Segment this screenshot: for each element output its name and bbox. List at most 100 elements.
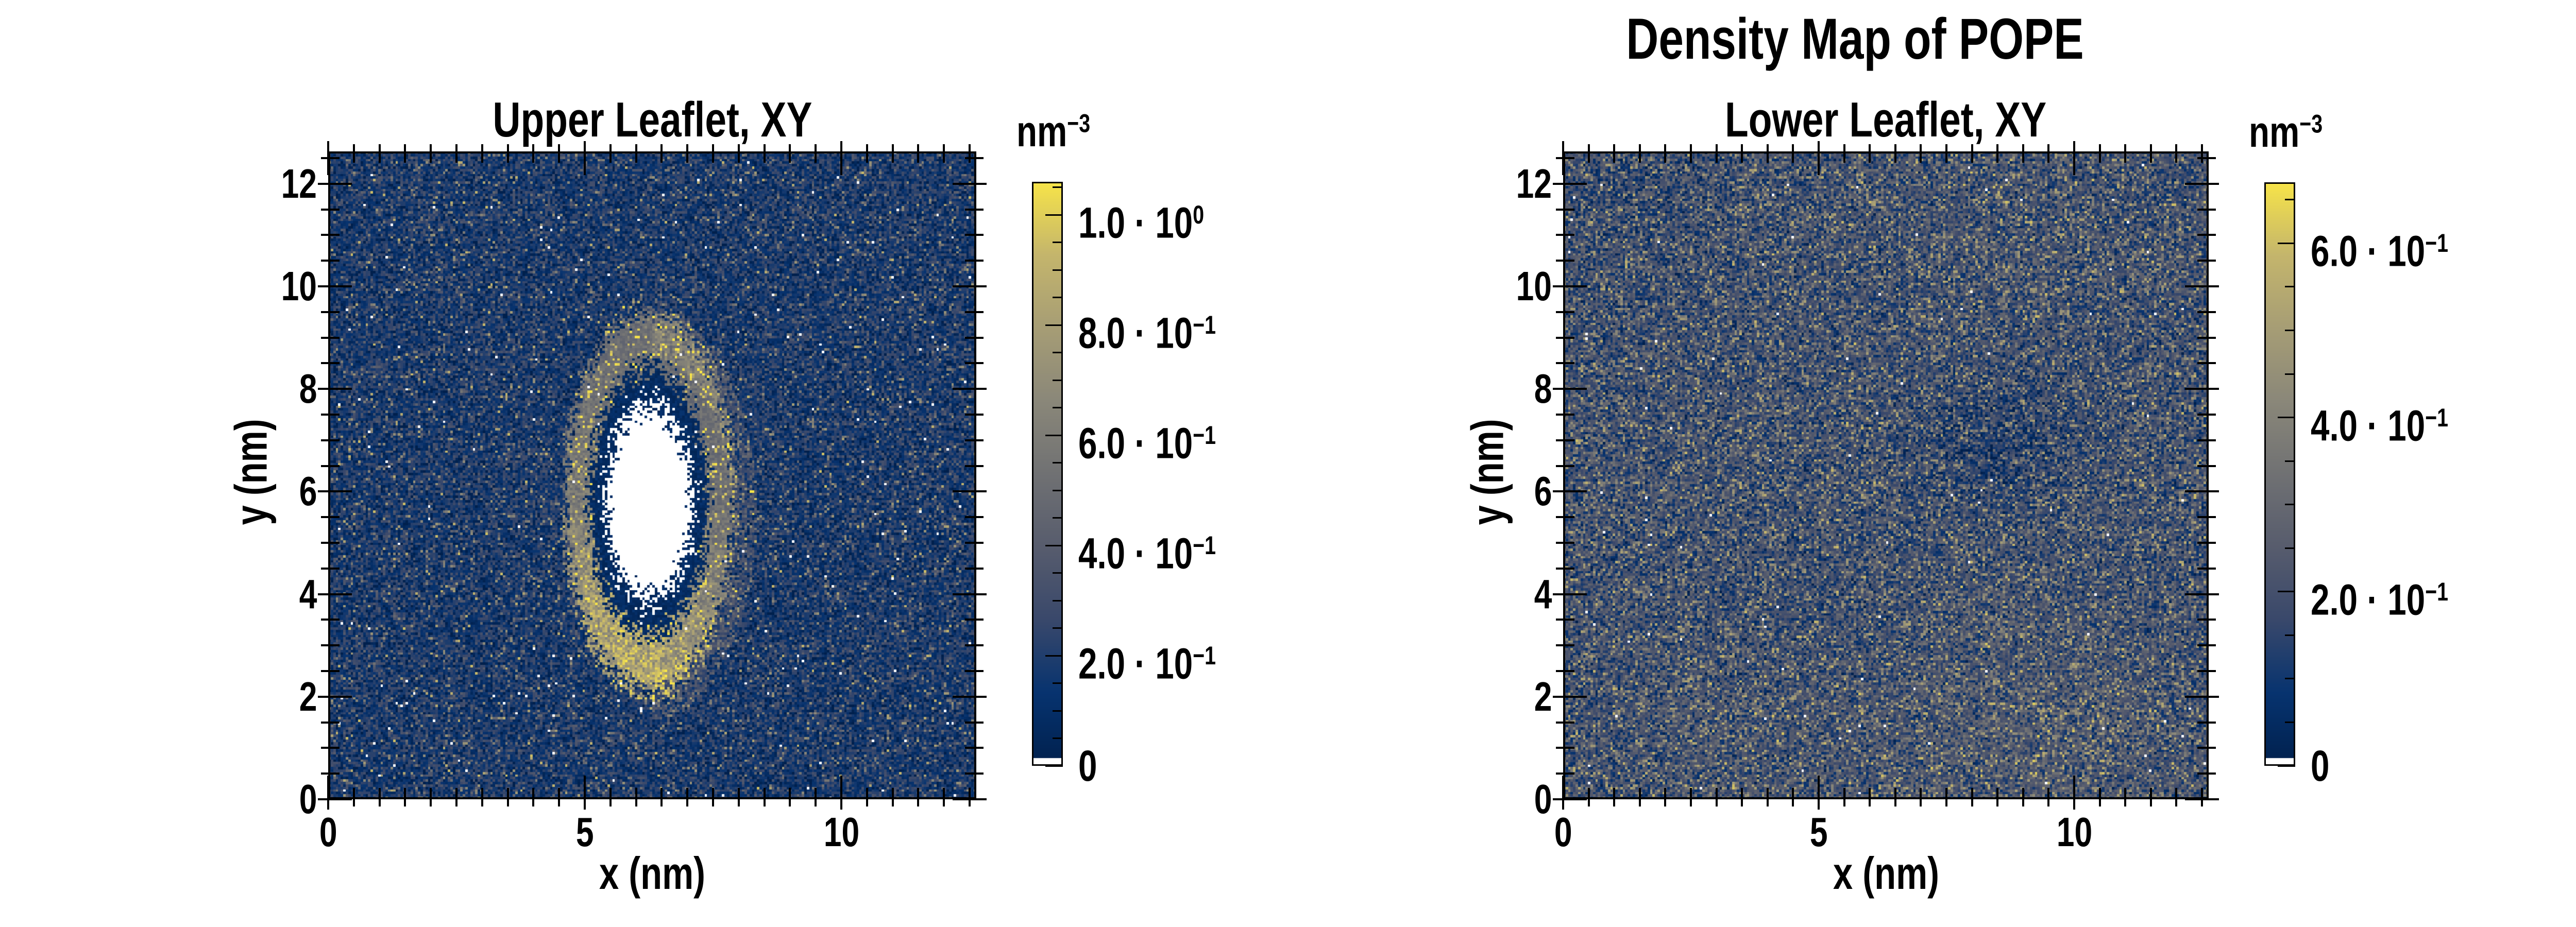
axis-tick (2185, 183, 2219, 185)
x-axis-label-upper-leaflet-text: x (nm) (599, 848, 705, 899)
colorbar-tick (2285, 678, 2295, 679)
axis-tick (2197, 362, 2216, 364)
colorbar-unit-upper-leaflet: nm−3 (1016, 110, 1111, 153)
axis-tick (2197, 157, 2216, 159)
axis-tick (2185, 388, 2219, 390)
axis-tick (1556, 516, 1574, 518)
colorbar-tick-label-base: 2.0 · 10 (2311, 575, 2426, 624)
figure-suptitle-text: Density Map of POPE (1625, 7, 2084, 71)
colorbar-tick (1053, 462, 1063, 464)
colorbar-tick-label: 4.0 · 10−1 (1078, 524, 1255, 575)
y-tick-label: 8 (1428, 368, 1552, 409)
axis-tick (1945, 788, 1947, 806)
colorbar-tick (2285, 373, 2295, 375)
axis-tick (1556, 670, 1574, 672)
y-tick-label-text: 10 (1516, 263, 1552, 309)
axis-tick (2197, 414, 2216, 416)
axis-tick (1894, 788, 1896, 806)
axis-tick (2197, 722, 2216, 724)
axis-tick (1792, 788, 1794, 806)
axis-tick (1556, 747, 1574, 749)
axis-tick (965, 670, 984, 672)
axis-tick (1613, 788, 1615, 806)
axis-tick (2185, 798, 2219, 800)
colorbar-tick-label: 6.0 · 10−1 (2311, 221, 2487, 273)
colorbar-tick-label: 2.0 · 10−1 (2311, 570, 2487, 622)
colorbar-tick (2285, 460, 2295, 462)
axis-tick (1556, 362, 1574, 364)
colorbar-tick (1053, 710, 1063, 712)
axis-tick (953, 285, 987, 287)
axis-tick (815, 144, 817, 163)
y-tick-label-text: 4 (299, 571, 317, 617)
axis-tick (2197, 337, 2216, 339)
axis-tick (1843, 144, 1845, 163)
axis-tick (2185, 696, 2219, 698)
axis-tick (1556, 568, 1574, 570)
y-tick-label: 6 (1428, 471, 1552, 512)
colorbar-tick (2285, 722, 2295, 723)
axis-tick (866, 788, 868, 806)
axis-tick (2197, 465, 2216, 467)
axis-tick (2197, 209, 2216, 211)
heatmap-upper-leaflet (328, 151, 976, 799)
axis-tick (1556, 772, 1574, 775)
colorbar-tick (1053, 600, 1063, 602)
axis-tick (2197, 747, 2216, 749)
axis-tick (969, 788, 971, 806)
axis-tick (2197, 619, 2216, 621)
axis-tick (660, 788, 663, 806)
axis-tick (481, 788, 483, 806)
axis-tick (965, 439, 984, 441)
axis-tick (965, 311, 984, 313)
colorbar-tick (2278, 243, 2295, 244)
axis-tick (1716, 788, 1718, 806)
axis-tick (327, 776, 329, 810)
x-tick-label-text: 0 (319, 809, 337, 855)
axis-tick (965, 209, 984, 211)
axis-tick (2099, 788, 2101, 806)
colorbar-tick-label-exponent: −1 (2425, 228, 2449, 258)
y-tick-label-text: 8 (299, 366, 317, 411)
axis-tick (1556, 157, 1574, 159)
axis-tick (840, 141, 842, 175)
colorbar-tick (2278, 417, 2295, 418)
y-tick-label-text: 2 (1534, 674, 1552, 719)
axis-tick (2150, 788, 2152, 806)
panel-title-upper-leaflet-text: Upper Leaflet, XY (492, 92, 812, 147)
colorbar-tick (2278, 765, 2295, 767)
axis-tick (321, 157, 340, 159)
axis-tick (1556, 644, 1574, 646)
axis-tick (2197, 644, 2216, 646)
colorbar-tick-label: 0 (1078, 744, 1103, 787)
colorbar-tick (1045, 324, 1063, 326)
axis-tick (455, 788, 457, 806)
axis-tick (1562, 776, 1564, 810)
y-tick-label: 6 (193, 471, 317, 512)
x-axis-label-lower-leaflet: x (nm) (1563, 848, 2209, 899)
axis-tick (321, 722, 340, 724)
axis-tick (584, 141, 586, 175)
colorbar-tick (2278, 591, 2295, 592)
axis-tick (712, 144, 714, 163)
axis-tick (321, 209, 340, 211)
axis-tick (1556, 337, 1574, 339)
x-tick-label: 5 (1741, 812, 1896, 853)
axis-tick (318, 183, 352, 185)
axis-tick (1716, 144, 1718, 163)
x-tick-label: 5 (507, 812, 662, 853)
axis-tick (321, 362, 340, 364)
colorbar-tick-label: 6.0 · 10−1 (1078, 414, 1255, 465)
colorbar-unit-base: nm (1016, 107, 1067, 156)
axis-tick (321, 644, 340, 646)
axis-tick (1556, 722, 1574, 724)
axis-tick (2124, 788, 2126, 806)
axis-tick (558, 788, 560, 806)
axis-tick (738, 144, 740, 163)
axis-tick (1920, 144, 1922, 163)
axis-tick (2022, 144, 2024, 163)
panel-title-upper-leaflet: Upper Leaflet, XY (251, 93, 1054, 147)
axis-tick (965, 465, 984, 467)
y-tick-label: 12 (193, 163, 317, 204)
colorbar-tick-label-base: 6.0 · 10 (2311, 227, 2426, 276)
